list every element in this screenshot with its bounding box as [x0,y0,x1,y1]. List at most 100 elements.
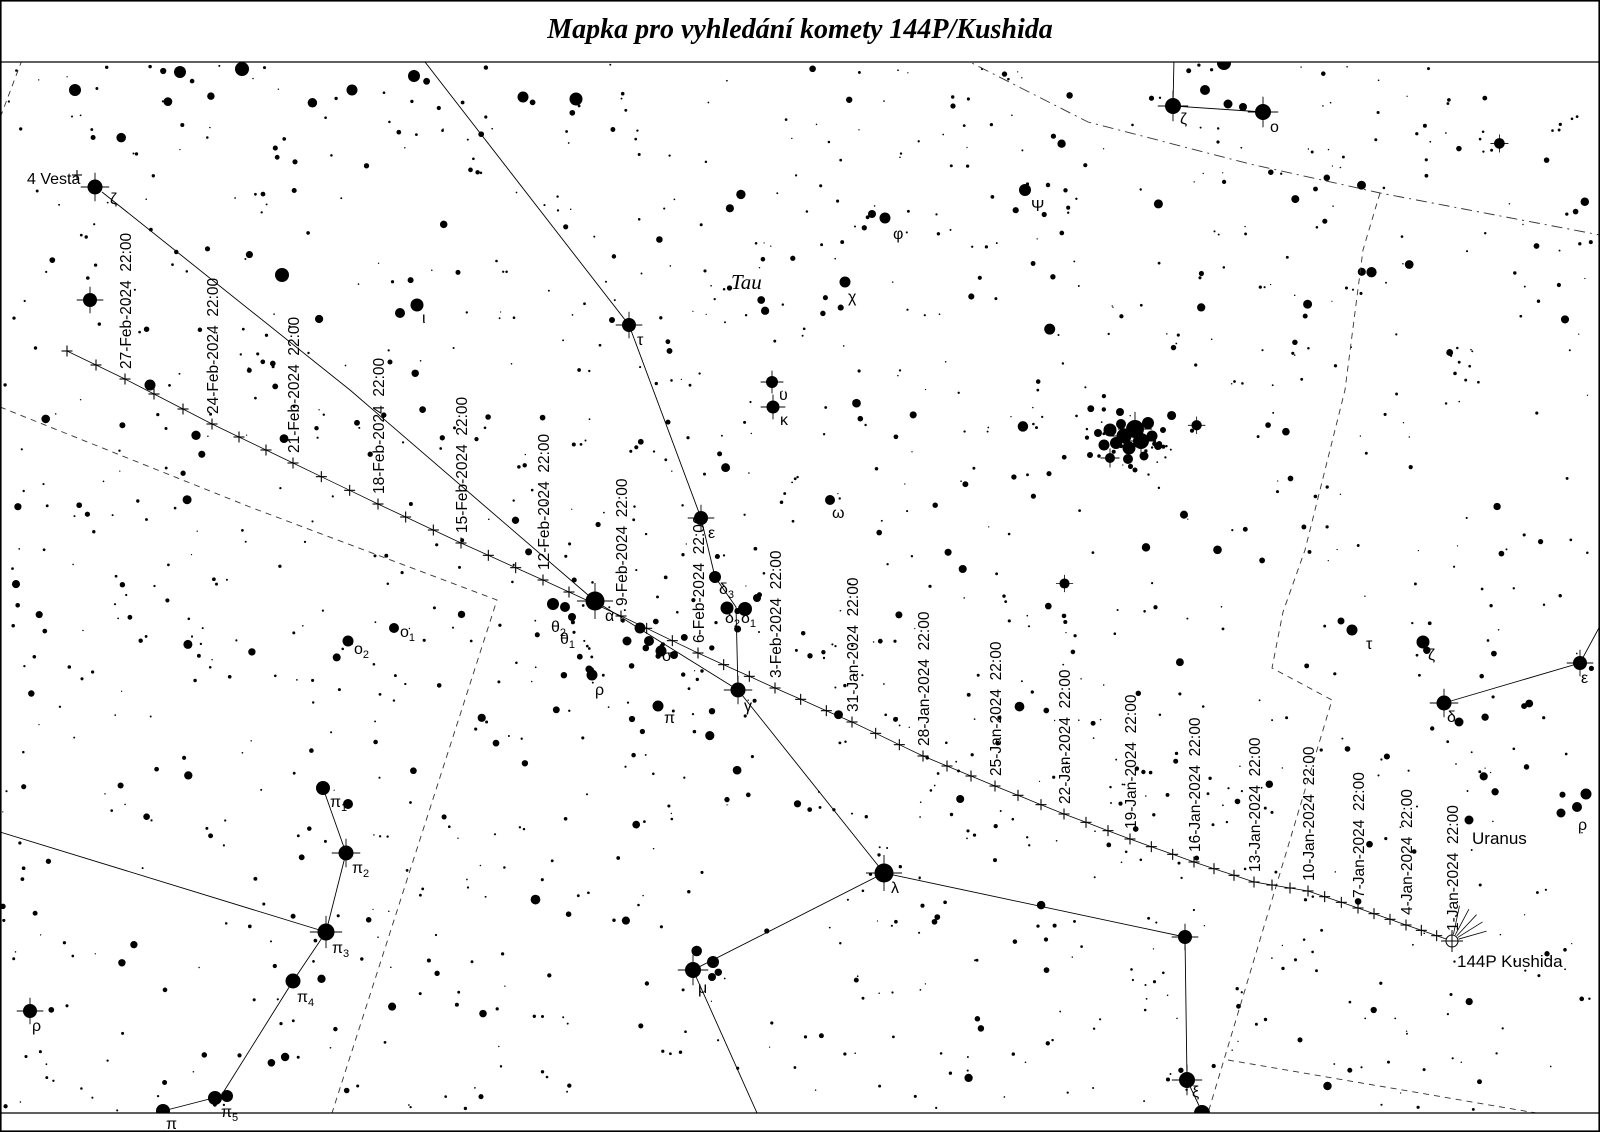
field-star [373,554,377,558]
field-star [873,205,876,207]
field-star [396,129,402,135]
field-star [222,844,226,847]
field-star [431,269,433,271]
field-star [1287,475,1294,482]
field-star [834,686,837,689]
cluster-star [1101,393,1107,399]
field-star [598,343,602,347]
field-star [1116,608,1119,612]
field-star [382,91,386,95]
field-star [2,918,6,922]
field-star [1017,421,1029,432]
field-star [1364,595,1366,597]
field-star [1201,705,1205,708]
field-star [1385,281,1387,284]
field-star [454,1002,459,1007]
field-star [18,548,21,550]
field-star [1323,624,1327,628]
field-star [35,189,39,193]
field-star [386,835,389,838]
field-star [794,648,798,652]
field-star [933,784,936,787]
field-star [944,741,948,745]
field-star [478,1094,484,1100]
field-star [656,236,663,243]
field-star [620,97,623,100]
field-star [1052,775,1056,779]
field-star [113,603,117,606]
field-star [510,363,513,365]
field-star [373,739,378,745]
field-star [993,858,997,863]
field-star [212,577,216,582]
field-star [298,854,305,861]
pleiades-star [1142,417,1154,429]
field-star [378,835,382,838]
field-star [388,1002,397,1011]
field-star [1575,115,1579,118]
comet-date-label: 1-Jan-2024 22:00 [1445,805,1462,931]
field-star [468,167,473,173]
cluster-star [1164,456,1167,459]
field-star [899,156,901,159]
field-star [857,70,861,74]
field-star [1213,545,1222,555]
star-label-ζ: ζ [110,191,117,208]
field-star [314,314,324,324]
field-star [934,914,941,920]
field-star [691,712,695,716]
field-star [919,989,922,991]
field-star [1293,294,1296,297]
field-star [1578,242,1582,246]
field-star [1423,646,1431,655]
field-star [541,1015,544,1018]
named-star [622,636,632,646]
field-star [54,413,57,415]
field-star [770,245,772,247]
field-star [1327,148,1330,151]
pleiades-star [1132,467,1138,473]
field-star [165,598,170,603]
field-star [974,959,977,962]
field-star [743,420,747,424]
field-star [222,1103,226,1107]
field-star [704,160,708,164]
field-star [1325,525,1329,529]
field-star [876,529,883,536]
field-star [753,546,758,551]
field-star [1457,360,1461,364]
field-star [178,372,181,375]
field-star [1243,867,1247,871]
field-star [1099,718,1102,721]
field-star [607,706,610,708]
field-star [314,425,319,431]
field-star [1012,207,1019,214]
field-star [917,140,920,143]
field-star [1208,776,1212,780]
field-star [390,966,392,969]
field-star [1281,767,1284,769]
named-star [839,276,851,288]
field-star [1302,313,1308,319]
field-star [1169,1073,1172,1075]
field-star [1377,79,1380,82]
cluster-star [560,671,568,679]
field-star [1038,780,1041,783]
field-star [805,210,809,213]
field-star [1415,805,1419,808]
field-star [1406,95,1408,97]
field-star [1323,1081,1332,1091]
field-star [292,631,296,635]
cluster-star [1084,435,1090,440]
field-star [815,123,818,126]
field-star [439,447,443,450]
field-star [576,894,580,898]
field-star [148,64,152,69]
field-star [377,262,380,264]
field-star [234,197,236,199]
field-star [45,504,49,508]
field-star [504,985,506,987]
field-star [387,359,393,365]
field-star [571,508,573,510]
star-label-π: π2 [352,860,369,880]
